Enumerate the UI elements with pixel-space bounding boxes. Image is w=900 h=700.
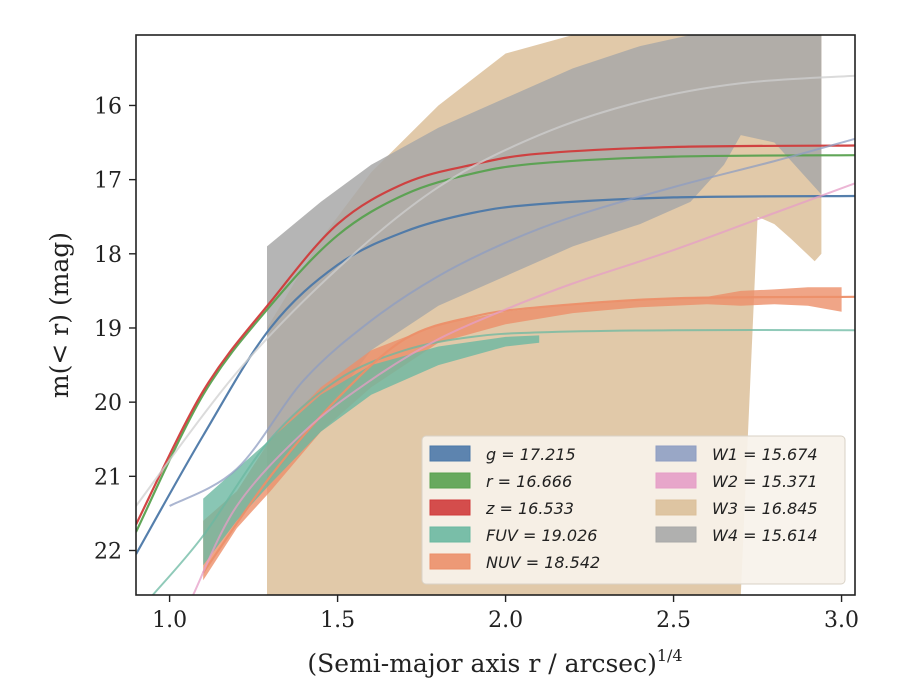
band-nuv <box>203 287 842 581</box>
y-axis-label: m(< r) (mag) <box>45 232 74 398</box>
legend-swatch-nuv <box>429 553 471 570</box>
legend-swatch-w1 <box>655 445 697 462</box>
legend-label-fuv: FUV = 19.026 <box>486 526 597 545</box>
line-g <box>136 194 855 555</box>
legend-swatch-r <box>429 472 471 489</box>
line-fuv <box>152 329 855 595</box>
legend-swatch-w2 <box>655 472 697 489</box>
y-tick-label: 18 <box>94 243 122 268</box>
x-tick-label: 2.5 <box>656 608 691 633</box>
plot-frame <box>135 34 856 596</box>
x-tick-label: 2.0 <box>488 608 523 633</box>
legend-swatch-w3 <box>655 499 697 516</box>
x-tick-label: 1.0 <box>152 608 187 633</box>
band-fuv <box>203 335 540 566</box>
legend-label-r: r = 16.666 <box>486 472 572 491</box>
legend-label-w4: W4 = 15.614 <box>712 526 818 545</box>
y-tick-label: 17 <box>94 169 122 194</box>
legend-label-w3: W3 = 16.845 <box>712 499 818 518</box>
legend-box <box>421 435 846 585</box>
y-tick-label: 19 <box>94 317 122 342</box>
legend-label-w1: W1 = 15.674 <box>712 445 818 464</box>
x-tick-label: 1.5 <box>320 608 355 633</box>
line-w4 <box>136 74 855 507</box>
legend: g = 17.215 r = 16.666 z = 16.533 FUV = 19.0… <box>421 435 846 585</box>
y-tick-label: 16 <box>94 94 122 119</box>
legend-swatch-fuv <box>429 526 471 543</box>
legend-label-g: g = 17.215 <box>486 445 576 464</box>
y-tick-label: 21 <box>94 465 122 490</box>
line-r <box>136 154 855 533</box>
legend-label-w2: W2 = 15.371 <box>712 472 818 491</box>
x-axis-label: (Semi-major axis r / arcsec)1/4 <box>307 646 682 678</box>
y-tick-label: 22 <box>94 539 122 564</box>
line-w2 <box>192 182 855 595</box>
line-nuv <box>202 295 855 574</box>
x-tick-label: 3.0 <box>824 608 859 633</box>
line-w1 <box>169 137 855 507</box>
legend-label-z: z = 16.533 <box>485 499 574 518</box>
legend-swatch-w4 <box>655 526 697 543</box>
line-z <box>136 144 855 525</box>
x-axis-label-exponent: 1/4 <box>657 646 683 665</box>
legend-label-nuv: NUV = 18.542 <box>486 553 600 572</box>
legend-swatch-g <box>429 445 471 462</box>
y-tick-label: 20 <box>94 391 122 416</box>
legend-swatch-z <box>429 499 471 516</box>
